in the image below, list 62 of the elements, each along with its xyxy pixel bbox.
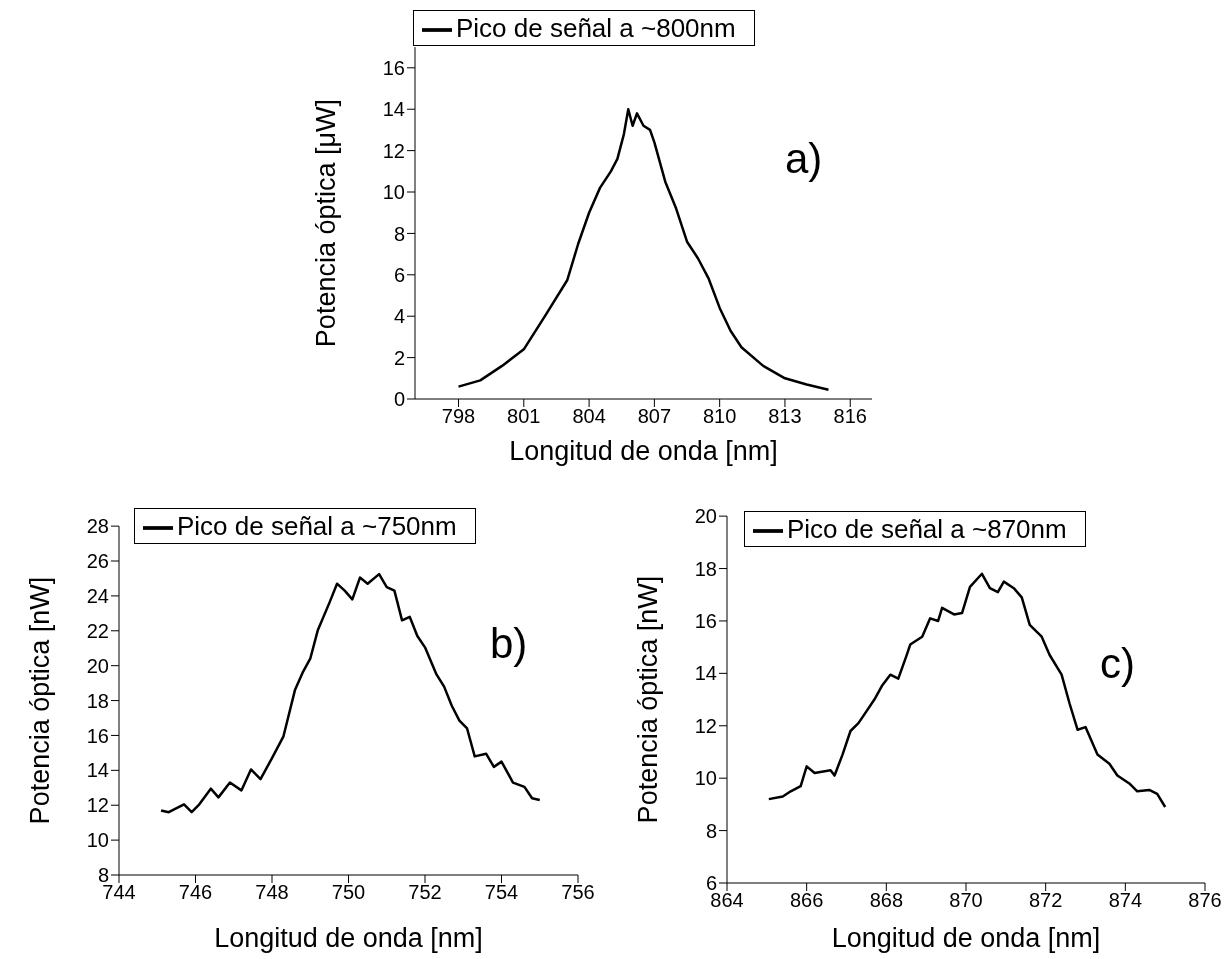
y-tick-label: 20 bbox=[694, 505, 717, 528]
x-tick-label: 870 bbox=[949, 889, 983, 912]
x-tick-label: 748 bbox=[255, 881, 289, 904]
x-tick-label: 756 bbox=[561, 881, 595, 904]
y-tick-label: 8 bbox=[705, 819, 717, 842]
y-tick-label: 10 bbox=[694, 767, 717, 790]
y-tick-label: 18 bbox=[694, 557, 717, 580]
x-axis-title: Longitud de onda [nm] bbox=[509, 436, 778, 466]
x-tick-label: 754 bbox=[484, 881, 519, 904]
y-tick-label: 6 bbox=[393, 263, 405, 286]
y-tick-label: 8 bbox=[393, 222, 405, 245]
x-tick-label: 744 bbox=[102, 881, 136, 904]
x-tick-label: 801 bbox=[507, 405, 541, 428]
x-tick-label: 813 bbox=[768, 405, 802, 428]
x-tick-label: 750 bbox=[331, 881, 366, 904]
y-tick-label: 14 bbox=[86, 759, 109, 782]
y-tick-label: 26 bbox=[86, 550, 109, 573]
x-axis-title: Longitud de onda [nm] bbox=[214, 923, 483, 953]
x-tick-label: 804 bbox=[572, 405, 606, 428]
legend-label: Pico de señal a ~800nm bbox=[456, 13, 736, 43]
line-series bbox=[159, 572, 541, 814]
y-tick-label: 2 bbox=[393, 346, 405, 369]
y-tick-label: 12 bbox=[694, 714, 717, 737]
y-tick-label: 12 bbox=[382, 139, 405, 162]
x-tick-label: 874 bbox=[1108, 889, 1143, 912]
x-tick-label: 816 bbox=[833, 405, 867, 428]
y-tick-label: 10 bbox=[86, 829, 109, 852]
legend-label: Pico de señal a ~750nm bbox=[177, 511, 457, 541]
x-tick-label: 866 bbox=[789, 889, 824, 912]
line-series bbox=[457, 107, 830, 391]
y-tick-label: 4 bbox=[393, 305, 405, 328]
y-tick-label: 14 bbox=[382, 98, 405, 121]
y-tick-label: 10 bbox=[382, 181, 405, 204]
annotation: b) bbox=[490, 620, 528, 668]
y-axis-title: Potencia óptica [μW] bbox=[310, 98, 341, 348]
y-tick-label: 14 bbox=[694, 662, 717, 685]
y-tick-label: 20 bbox=[86, 654, 109, 677]
legend-label: Pico de señal a ~870nm bbox=[787, 514, 1067, 544]
x-tick-label: 810 bbox=[702, 405, 737, 428]
line-series bbox=[767, 572, 1167, 809]
y-tick-label: 16 bbox=[86, 724, 109, 747]
x-tick-label: 876 bbox=[1188, 889, 1222, 912]
x-tick-label: 752 bbox=[408, 881, 442, 904]
y-tick-label: 24 bbox=[86, 585, 109, 607]
y-tick-label: 28 bbox=[86, 515, 109, 538]
y-tick-label: 0 bbox=[393, 388, 405, 411]
y-tick-label: 16 bbox=[382, 56, 405, 79]
x-axis-title: Longitud de onda [nm] bbox=[831, 923, 1101, 953]
annotation: c) bbox=[1100, 640, 1135, 688]
x-tick-label: 746 bbox=[178, 881, 213, 904]
x-tick-label: 864 bbox=[710, 889, 744, 912]
y-tick-label: 12 bbox=[86, 794, 109, 817]
y-tick-label: 22 bbox=[86, 619, 109, 642]
x-tick-label: 872 bbox=[1028, 889, 1063, 912]
x-tick-label: 868 bbox=[869, 889, 904, 912]
y-axis-title: Potencia óptica [nW] bbox=[24, 576, 55, 825]
y-axis-title: Potencia óptica [nW] bbox=[632, 575, 663, 824]
annotation: a) bbox=[785, 135, 823, 183]
y-tick-label: 18 bbox=[86, 689, 109, 712]
x-tick-label: 807 bbox=[637, 405, 672, 428]
x-tick-label: 798 bbox=[441, 405, 476, 428]
y-tick-label: 16 bbox=[694, 610, 717, 633]
